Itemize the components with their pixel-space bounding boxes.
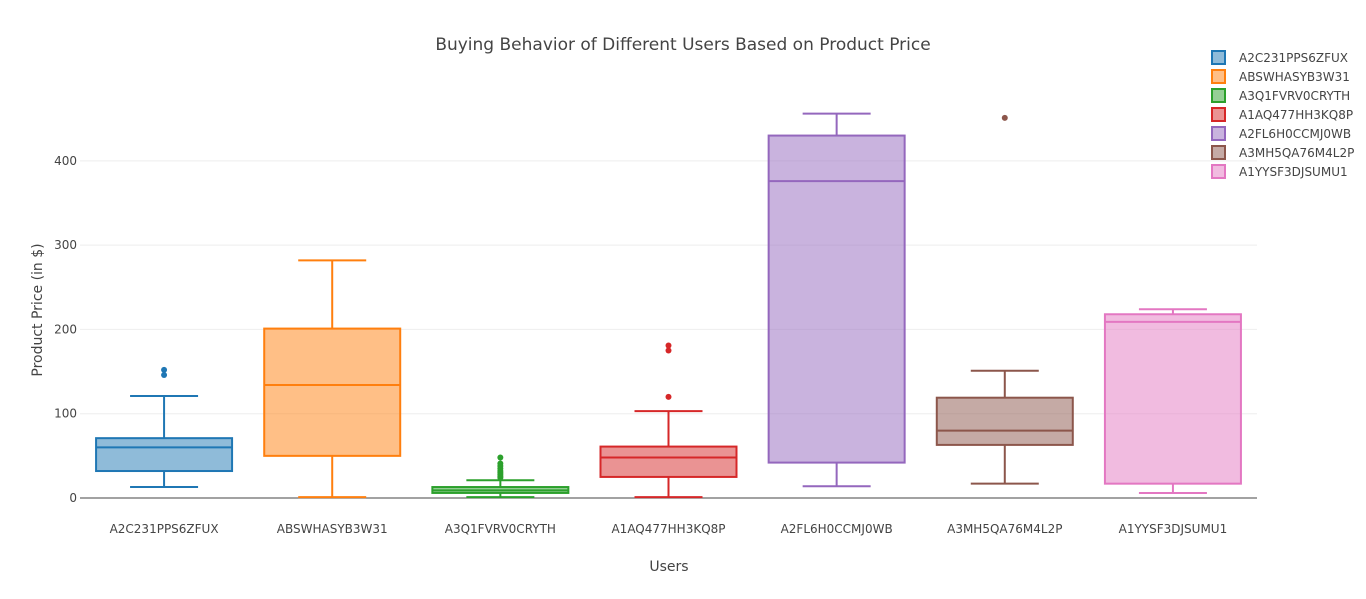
chart-title: Buying Behavior of Different Users Based…	[435, 35, 930, 55]
legend-item: A1YYSF3DJSUMU1	[1211, 164, 1348, 179]
box-plots	[95, 112, 1242, 499]
x-tick-label: A2FL6H0CCMJ0WB	[781, 522, 893, 536]
outlier-point	[497, 454, 504, 461]
outlier-point	[1001, 114, 1008, 121]
legend-label: A1AQ477HH3KQ8P	[1239, 108, 1353, 122]
outlier-point	[497, 460, 504, 467]
box-ABSWHASYB3W31	[263, 259, 402, 499]
legend-label: A2C231PPS6ZFUX	[1239, 51, 1348, 65]
y-tick-label: 300	[54, 238, 77, 252]
legend-item: A1AQ477HH3KQ8P	[1211, 107, 1353, 122]
legend: A2C231PPS6ZFUX ABSWHASYB3W31 A3Q1FVRV0CRYT…	[1211, 50, 1354, 179]
x-tick-label: A1AQ477HH3KQ8P	[611, 522, 725, 536]
x-tick-label: A3MH5QA76M4L2P	[947, 522, 1062, 536]
x-tick-label: A1YYSF3DJSUMU1	[1119, 522, 1228, 536]
legend-item: ABSWHASYB3W31	[1211, 69, 1350, 84]
box-A2C231PPS6ZFUX	[95, 366, 234, 489]
outlier-point	[665, 347, 672, 354]
legend-swatch	[1211, 107, 1226, 122]
x-tick-labels: A2C231PPS6ZFUX ABSWHASYB3W31 A3Q1FVRV0CRYT…	[110, 522, 1228, 536]
box-A1AQ477HH3KQ8P	[599, 342, 738, 499]
legend-swatch	[1211, 145, 1226, 160]
iqr-box	[95, 437, 234, 473]
iqr-box	[263, 327, 402, 457]
outlier-point	[665, 342, 672, 349]
legend-swatch	[1211, 69, 1226, 84]
box-A2FL6H0CCMJ0WB	[767, 112, 906, 488]
legend-swatch	[1211, 164, 1226, 179]
y-tick-label: 400	[54, 154, 77, 168]
legend-item: A2C231PPS6ZFUX	[1211, 50, 1348, 65]
y-tick-label: 0	[69, 491, 77, 505]
box-A1YYSF3DJSUMU1	[1103, 308, 1242, 494]
legend-label: A1YYSF3DJSUMU1	[1239, 165, 1348, 179]
y-axis-title: Product Price (in $)	[30, 243, 46, 376]
legend-label: ABSWHASYB3W31	[1239, 70, 1350, 84]
legend-swatch	[1211, 50, 1226, 65]
legend-label: A3MH5QA76M4L2P	[1239, 146, 1354, 160]
box-A3Q1FVRV0CRYTH	[431, 454, 570, 499]
y-tick-labels: 0 100 200 300 400	[54, 154, 77, 505]
legend-swatch	[1211, 126, 1226, 141]
legend-item: A3Q1FVRV0CRYTH	[1211, 88, 1350, 103]
iqr-box	[935, 396, 1074, 446]
y-tick-label: 100	[54, 407, 77, 421]
outlier-point	[665, 393, 672, 400]
outlier-point	[161, 371, 168, 378]
iqr-box	[1103, 313, 1242, 485]
x-tick-label: ABSWHASYB3W31	[277, 522, 388, 536]
iqr-box	[767, 134, 906, 464]
x-tick-label: A3Q1FVRV0CRYTH	[445, 522, 556, 536]
legend-item: A2FL6H0CCMJ0WB	[1211, 126, 1351, 141]
y-tick-label: 200	[54, 322, 77, 336]
legend-swatch	[1211, 88, 1226, 103]
legend-item: A3MH5QA76M4L2P	[1211, 145, 1354, 160]
legend-label: A2FL6H0CCMJ0WB	[1239, 127, 1351, 141]
box-A3MH5QA76M4L2P	[935, 114, 1074, 485]
x-tick-label: A2C231PPS6ZFUX	[110, 522, 219, 536]
legend-label: A3Q1FVRV0CRYTH	[1239, 89, 1350, 103]
x-axis-title: Users	[649, 559, 688, 575]
outlier-point	[161, 366, 168, 373]
iqr-box	[599, 445, 738, 478]
